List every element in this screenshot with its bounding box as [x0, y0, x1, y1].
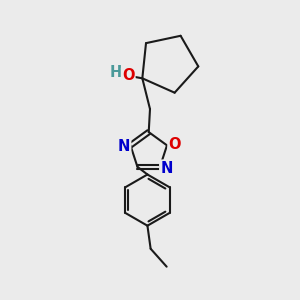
Text: N: N — [160, 160, 172, 175]
Text: O: O — [122, 68, 134, 83]
Text: O: O — [168, 136, 181, 152]
Text: H: H — [109, 65, 122, 80]
Text: N: N — [118, 139, 130, 154]
